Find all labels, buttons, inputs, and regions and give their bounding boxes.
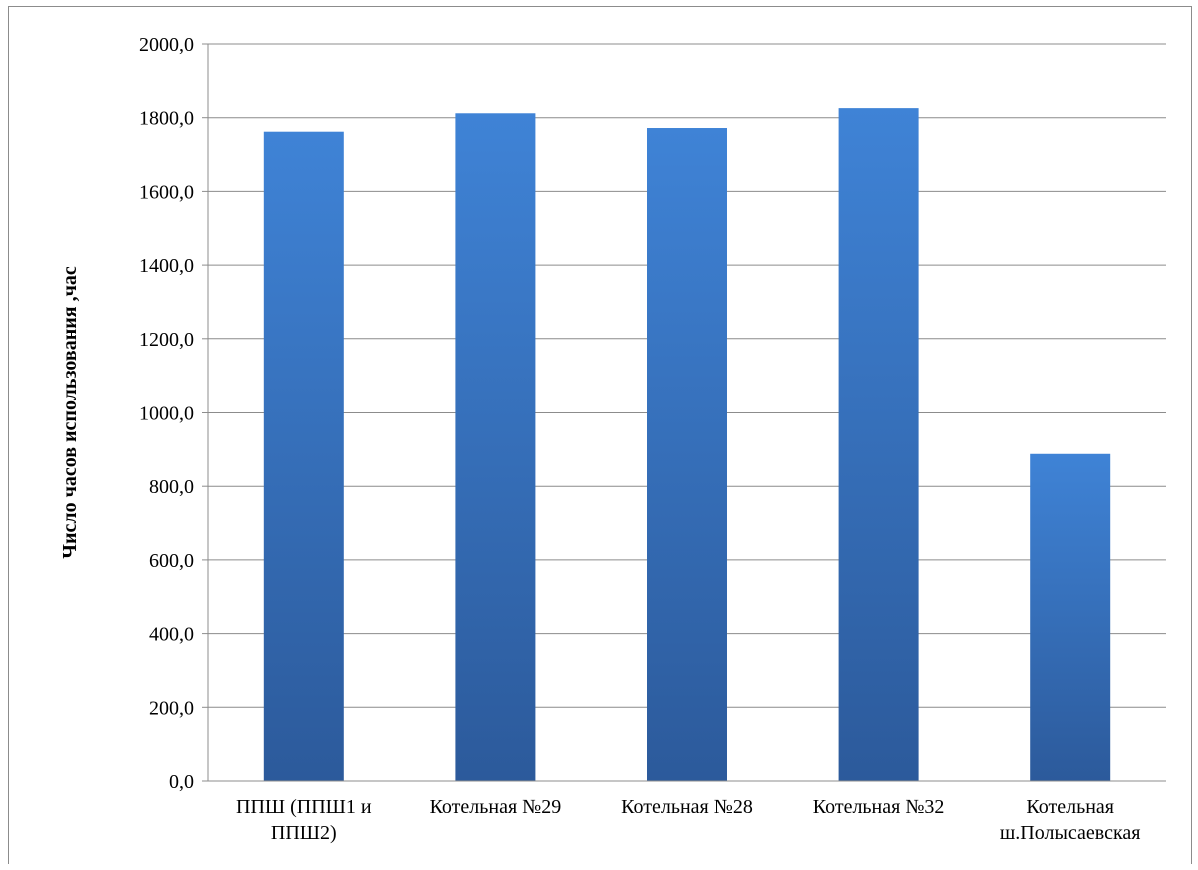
chart-frame [8, 6, 1192, 864]
y-tick-label: 800,0 [149, 476, 194, 498]
y-tick-label: 200,0 [149, 697, 194, 719]
y-tick-label: 1600,0 [139, 181, 194, 203]
x-category-label: Котельная №28 [621, 796, 753, 818]
bar [1030, 453, 1111, 781]
y-axis-title: Число часов использования ,час [59, 266, 81, 559]
x-category-label: Котельная №29 [430, 796, 562, 818]
y-tick-label: 1200,0 [139, 329, 194, 351]
y-tick-label: 1000,0 [139, 403, 194, 425]
y-tick-label: 400,0 [149, 624, 194, 646]
x-category-labels: ППШ (ППШ1 и ППШ2) Котельная №29 Котельная №… [236, 796, 1140, 844]
bar [838, 108, 919, 781]
y-tick-label: 2000,0 [139, 34, 194, 56]
y-tick-label: 0,0 [169, 771, 194, 793]
bar [647, 128, 727, 781]
x-category-label: ППШ (ППШ1 и ППШ2) [236, 796, 372, 844]
x-category-label: Котельная ш.Полысаевская [1000, 796, 1141, 844]
y-tick-label: 1400,0 [139, 255, 194, 277]
bar [263, 131, 344, 781]
axes [207, 44, 1166, 782]
y-tick-label: 600,0 [149, 550, 194, 572]
bars [263, 108, 1111, 781]
y-tick-label: 1800,0 [139, 108, 194, 130]
bar [455, 113, 536, 781]
x-category-label: Котельная №32 [813, 796, 945, 818]
y-tick-labels: 0,0 200,0 400,0 600,0 800,0 1000,0 1200,0 1400,… [139, 34, 194, 793]
